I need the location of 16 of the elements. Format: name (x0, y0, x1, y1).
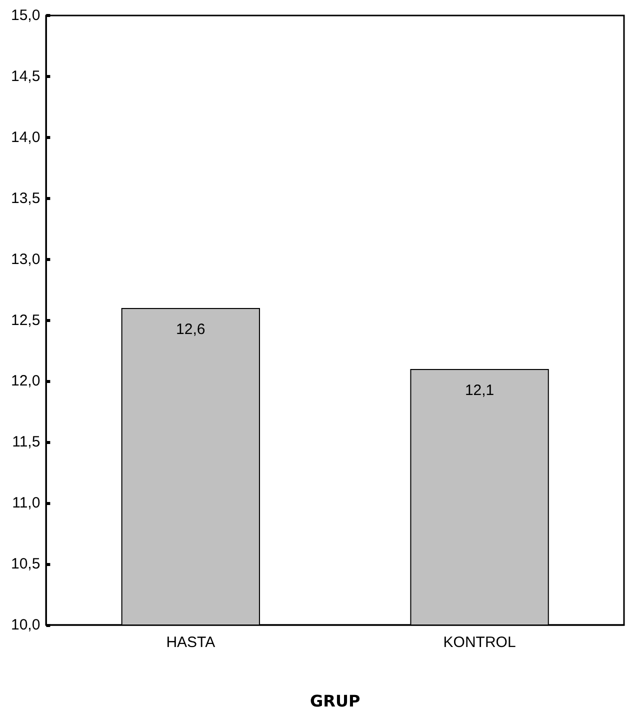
data-label: 12,6 (176, 321, 206, 338)
y-tick-label: 12,5 (10, 312, 40, 329)
data-label: 12,1 (464, 382, 494, 400)
x-tick-label: HASTA (166, 634, 216, 651)
x-axis-title: GRUP (310, 692, 360, 710)
y-tick-label: 14,0 (10, 128, 40, 146)
y-tick-label: 11,0 (12, 494, 40, 512)
y-tick-label: 11,5 (12, 434, 40, 451)
y-tick-label: 13,5 (10, 190, 40, 207)
y-tick-label: 10,5 (10, 556, 40, 573)
y-tick-label: 14,5 (10, 68, 40, 85)
x-tick-label: KONTROL (443, 634, 516, 651)
y-tick-label: 15,0 (10, 7, 40, 24)
y-tick-label: 12,0 (10, 372, 40, 390)
y-tick-label: 10,0 (10, 616, 40, 634)
y-tick-label: 13,0 (10, 250, 40, 268)
